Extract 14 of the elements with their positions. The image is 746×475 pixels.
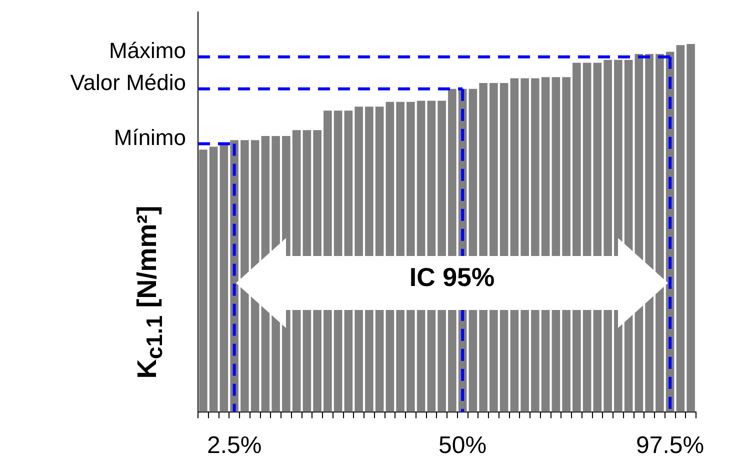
x-tick-label: 50% [438,432,487,460]
x-tick-label: 97.5% [636,432,704,460]
bar [199,150,208,412]
ref-line-label: Mínimo [114,124,186,150]
annotation: IC 95% [408,262,496,293]
bar [656,54,664,412]
ref-line-label: Máximo [108,38,186,63]
ref-line-label: Valor Médio [70,70,186,95]
bar [676,45,685,412]
x-tick-label: 2.5% [206,432,262,460]
bar [686,44,695,412]
bar [240,140,249,412]
bar [220,144,228,412]
bar [209,146,218,412]
